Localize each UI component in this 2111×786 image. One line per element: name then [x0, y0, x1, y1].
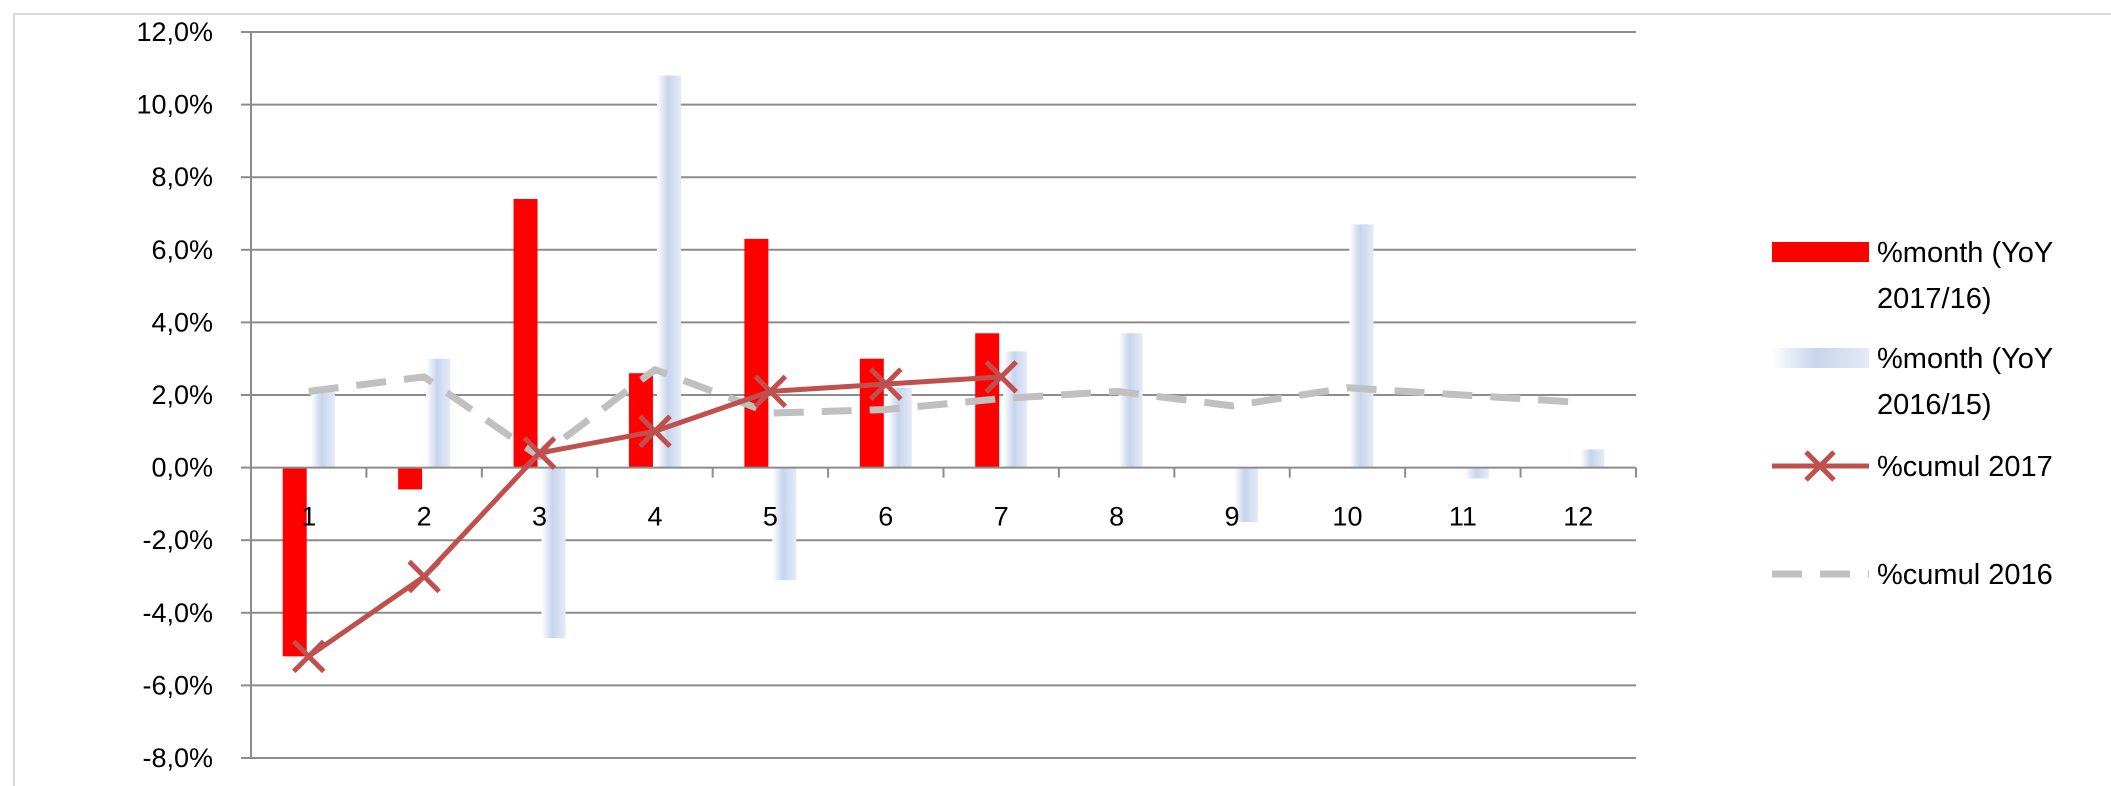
legend-label: %month (YoY: [1877, 343, 2053, 375]
bar-2016-15: [1003, 351, 1028, 468]
legend-swatch-2017-16: [1772, 242, 1869, 262]
legend-label: 2016/15): [1877, 389, 1992, 421]
marker-x-cumul-2017: [753, 374, 788, 409]
y-tick-label: 0,0%: [151, 453, 213, 483]
y-axis: 12,0% 10,0% 8,0% 6,0% 4,0% 2,0% 0,0% -2,0% -4,0%…: [136, 17, 252, 773]
y-tick-label: -6,0%: [142, 670, 213, 700]
legend: %month (YoY 2017/16) %month (YoY 2016/15) %c…: [1772, 237, 2053, 591]
bar-2016-15: [772, 467, 797, 581]
marker-x-cumul-2017: [869, 367, 903, 401]
y-tick-label: -4,0%: [142, 598, 213, 628]
legend-swatch-2016-15: [1772, 348, 1869, 368]
y-tick-label: 12,0%: [136, 17, 213, 47]
x-tick-label: 7: [994, 502, 1009, 532]
legend-label: %month (YoY: [1877, 237, 2053, 269]
marker-x-cumul-2017: [291, 639, 326, 674]
gridlines: [251, 31, 1636, 759]
y-tick-label: 8,0%: [151, 162, 213, 192]
marker-x-cumul-2017: [984, 360, 1018, 394]
x-tick-label: 10: [1332, 502, 1362, 532]
chart-frame: [13, 13, 2111, 786]
bar-2016-15: [1234, 467, 1259, 523]
bar-2016-15: [887, 387, 912, 468]
x-tick-label: 6: [878, 502, 893, 532]
line-cumul-2016: [308, 366, 1579, 461]
x-tick-label: 12: [1563, 502, 1593, 532]
x-tick-label: 3: [532, 502, 547, 532]
x-tick-label: 11: [1449, 502, 1477, 532]
x-tick-label: 2: [417, 502, 432, 532]
y-tick-label: 2,0%: [151, 380, 213, 410]
legend-label: %cumul 2017: [1877, 451, 2053, 483]
x-tick-label: 1: [301, 502, 316, 532]
x-tick-label: 9: [1225, 502, 1240, 532]
bar-2017-16: [744, 238, 769, 468]
bar-2016-15: [426, 358, 451, 468]
y-tick-label: 4,0%: [151, 307, 213, 337]
marker-x-cumul-2017: [407, 559, 441, 594]
legend-label: 2017/16): [1877, 283, 1992, 315]
x-tick-label: 5: [763, 502, 778, 532]
x-tick-label: 8: [1109, 502, 1124, 532]
bar-2016-15: [1349, 224, 1374, 468]
bar-2017-16: [282, 467, 307, 657]
bar-2016-15: [1464, 467, 1489, 479]
y-tick-label: 10,0%: [136, 90, 213, 120]
series-lines: [291, 360, 1579, 674]
y-tick-label: -8,0%: [142, 743, 213, 773]
bar-2016-15: [1580, 449, 1605, 468]
bar-2016-15: [1118, 333, 1143, 468]
bar-2017-16: [398, 467, 423, 490]
bar-2017-16: [513, 198, 538, 468]
x-tick-label: 4: [647, 502, 662, 532]
bars: [282, 75, 1605, 657]
bar-2016-15: [541, 467, 566, 639]
bar-2016-15: [310, 391, 335, 468]
x-axis: 1 2 3 4 5 6 7 8 9 10 11 12: [250, 466, 1637, 532]
marker-x-cumul-2017: [522, 436, 557, 470]
legend-marker-x: [1804, 450, 1836, 482]
legend-label: %cumul 2016: [1877, 559, 2053, 591]
y-tick-label: 6,0%: [151, 235, 213, 265]
marker-x-cumul-2017: [638, 414, 672, 449]
y-tick-label: -2,0%: [142, 525, 213, 555]
bar-2016-15: [656, 75, 681, 468]
